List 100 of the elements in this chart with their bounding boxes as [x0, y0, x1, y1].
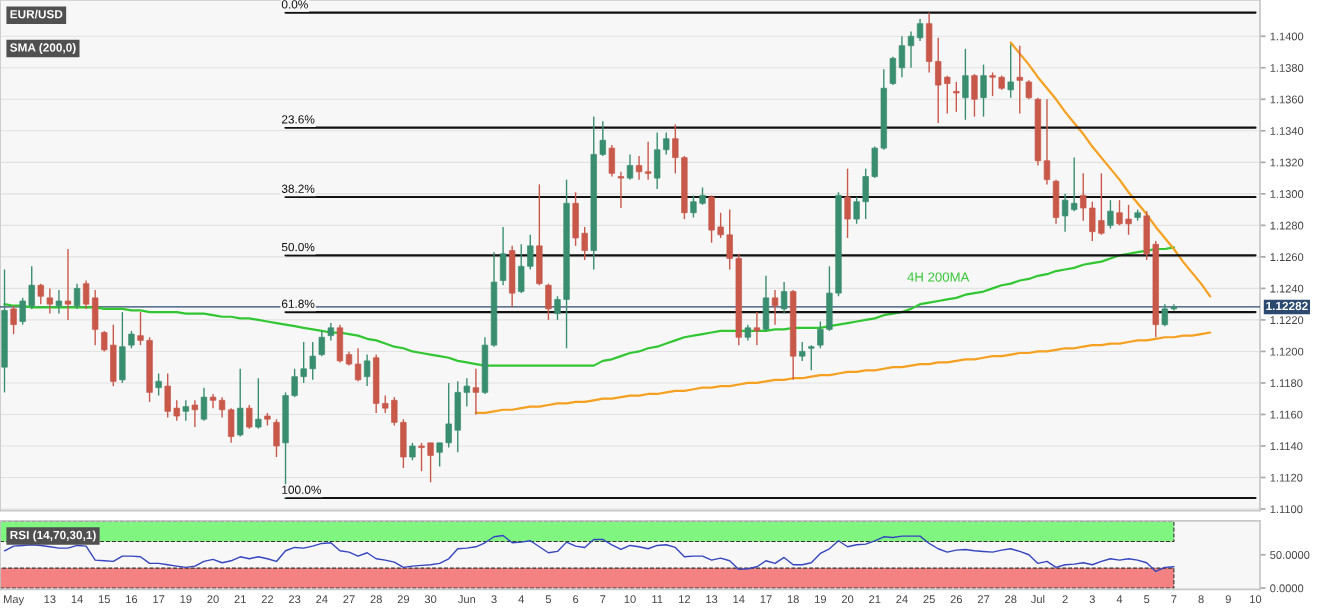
candlestick — [1080, 172, 1087, 222]
x-tick-label: 6 — [573, 595, 579, 604]
candlestick — [191, 399, 199, 428]
candlestick — [73, 282, 81, 310]
x-tick-label: 16 — [126, 595, 138, 604]
x-tick-label: 3 — [1089, 595, 1095, 604]
x-tick-label: 10 — [1250, 595, 1262, 604]
candlestick — [1061, 193, 1069, 233]
candlestick — [527, 234, 534, 271]
candlestick — [300, 341, 307, 384]
candlestick — [10, 305, 17, 335]
x-tick-label: 15 — [98, 595, 110, 604]
candlestick — [1125, 204, 1132, 236]
candlestick — [37, 282, 44, 305]
series-label: 50.0% — [281, 242, 315, 252]
candlestick — [717, 212, 724, 239]
series-label: 38.2% — [281, 184, 315, 193]
series-label: 61.8% — [281, 299, 315, 308]
x-tick-label: 17 — [760, 595, 772, 604]
candlestick — [137, 311, 144, 346]
candlestick — [55, 289, 63, 315]
candlestick — [853, 196, 860, 225]
x-tick-label: 24 — [896, 595, 908, 604]
x-tick-label: 21 — [869, 595, 881, 604]
candlestick — [962, 48, 969, 121]
candlestick — [672, 123, 679, 175]
candlestick — [200, 386, 208, 422]
x-tick-label: 17 — [153, 595, 165, 604]
candlestick — [19, 297, 26, 326]
candlestick — [780, 281, 788, 315]
candlestick — [817, 320, 824, 349]
candlestick — [46, 287, 54, 315]
candlestick — [155, 372, 162, 397]
x-tick-label: 27 — [343, 595, 355, 604]
x-tick-label: 7 — [1171, 595, 1177, 604]
y-tick-label: 1.1120 — [1270, 473, 1303, 482]
candlestick — [663, 131, 670, 156]
x-tick-label: 22 — [261, 595, 274, 604]
y-tick-label: 1.1360 — [1270, 95, 1304, 104]
candlestick — [1161, 303, 1168, 327]
x-tick-label: 13 — [44, 595, 56, 604]
candlestick — [626, 153, 634, 181]
candlestick — [82, 279, 90, 310]
candlestick — [799, 341, 806, 362]
y-tick-label: 1.1300 — [1270, 190, 1304, 198]
series-label: 0.0% — [281, 0, 308, 9]
y-tick-label: 1.1400 — [1270, 32, 1304, 41]
x-tick-label: 20 — [207, 595, 219, 604]
candlestick — [1107, 199, 1114, 230]
candlestick — [844, 167, 851, 239]
y-tick-label: 1.1140 — [1270, 442, 1303, 451]
candlestick — [581, 226, 588, 261]
candlestick — [445, 382, 452, 449]
x-tick-label: 28 — [1005, 595, 1017, 604]
candlestick — [808, 344, 815, 372]
candlestick — [898, 35, 906, 78]
candlestick — [989, 71, 996, 97]
text: RSI (14,70,30,1) — [10, 530, 96, 542]
candlestick — [1098, 172, 1105, 236]
candlestick — [218, 396, 226, 419]
x-tick-label: 30 — [424, 595, 437, 604]
line-series — [1009, 41, 1212, 298]
y-tick-label: 1.1160 — [1270, 410, 1303, 419]
candlestick — [953, 81, 960, 113]
x-tick-label: 27 — [977, 595, 990, 604]
x-tick-label: May — [4, 595, 25, 606]
candlestick — [64, 248, 72, 321]
x-tick-label: 20 — [841, 595, 854, 604]
y-tick-label: 1.1280 — [1270, 221, 1304, 230]
candlestick — [690, 194, 697, 219]
candlestick — [1043, 98, 1051, 186]
candlestick — [418, 442, 425, 472]
candlestick — [1071, 156, 1078, 212]
candlestick — [354, 347, 362, 383]
candlestick — [1007, 43, 1014, 99]
x-tick-label: 18 — [787, 595, 799, 604]
candlestick — [726, 208, 733, 271]
candlestick — [436, 442, 443, 468]
candlestick — [291, 368, 298, 398]
x-tick-label: 23 — [288, 595, 301, 604]
x-tick-label: 21 — [234, 595, 246, 604]
x-tick-label: Jun — [458, 595, 476, 604]
candlestick — [1016, 45, 1023, 115]
y-tick-label: 1.1260 — [1270, 253, 1304, 262]
candlestick — [907, 30, 915, 69]
y-tick-label: 1.1220 — [1270, 316, 1304, 325]
candlestick — [980, 63, 987, 118]
x-tick-label: 24 — [316, 595, 328, 604]
candlestick — [971, 73, 978, 118]
candlestick — [1116, 199, 1123, 227]
candlestick — [771, 289, 779, 326]
series-label: 4H 200MA — [907, 272, 970, 282]
candlestick — [318, 330, 325, 357]
candlestick — [753, 311, 761, 346]
candlestick — [173, 399, 180, 422]
candlestick — [363, 353, 371, 387]
candlestick — [644, 141, 652, 181]
candlestick — [182, 399, 189, 422]
x-tick-label: 10 — [624, 595, 636, 604]
candlestick — [28, 265, 35, 310]
